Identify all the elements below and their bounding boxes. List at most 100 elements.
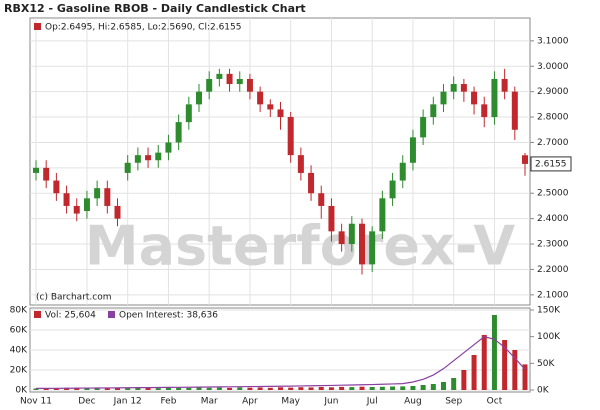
volume-bar [339,386,345,390]
volume-bar [451,378,457,390]
candle-body [236,78,243,85]
volume-bar [206,387,212,390]
oi-line [35,336,526,389]
candle-body [450,84,457,92]
y-tick-label: 40K [10,346,28,356]
candle-body [409,137,416,163]
x-tick-label: Mar [201,397,218,407]
candle-body [63,193,70,206]
volume-bar [512,350,518,390]
x-tick-label: Sep [445,397,462,407]
legend-swatch [108,311,115,318]
volume-bar [145,387,151,390]
candle-body [124,162,131,173]
watermark: Masterforex-V [85,215,516,278]
candle-body [348,223,355,245]
y2-tick-label: 50K [537,359,555,369]
y-tick-label: 0K [15,386,28,396]
candle-body [440,91,447,105]
volume-bar [328,387,334,390]
volume-bar [267,387,273,390]
x-tick-label: Feb [160,397,176,407]
x-tick-label: Jan 12 [113,397,142,407]
y-tick-label: 3.0000 [537,62,569,72]
legend-label: Vol: 25,604 [45,311,96,321]
candle-body [73,205,80,214]
volume-bar [410,386,416,390]
candle-body [155,152,162,161]
x-tick-label: Aug [404,397,422,407]
volume-bar [165,387,171,390]
candle-body [134,155,141,163]
volume-bar [33,388,39,390]
legend-swatch [34,311,41,318]
candle-body [420,117,427,138]
x-tick-label: Oct [487,397,503,407]
candle-body [267,104,274,110]
candle-body [471,91,478,105]
y2-tick-label: 100K [537,332,561,342]
volume-bar [318,387,324,390]
volume-bar [461,370,467,390]
volume-bar [522,364,528,390]
y-tick-label: 60K [10,326,28,336]
y-tick-label: 2.4000 [537,214,569,224]
candle-body [389,180,396,199]
volume-bar [400,386,406,390]
y-tick-label: 2.9000 [537,87,569,97]
candle-body [308,172,315,194]
candle-body [175,122,182,143]
candle-body [216,73,223,79]
last-price-box [530,156,572,172]
x-tick-label: Nov 11 [20,397,52,407]
y2-tick-label: 0K [537,386,550,396]
candle-body [297,155,304,173]
candle-body [114,205,121,219]
candle-body [226,73,233,85]
volume-bar [420,385,426,390]
candle-body [318,193,325,206]
candle-body [359,223,365,265]
volume-bar [369,387,375,390]
y-tick-label: 2.7000 [537,138,569,148]
volume-bar [491,315,497,390]
volume-bar [257,387,263,390]
candle-body [501,78,508,92]
candle-body [460,84,467,92]
y-tick-label: 2.3000 [537,240,569,250]
y-tick-label: 2.8000 [537,113,569,123]
volume-bar [441,382,446,390]
volume-bar [176,387,182,390]
ohlc-text: Op:2.6495, Hi:2.6585, Lo:2.5690, Cl:2.61… [45,23,241,33]
volume-bar [186,388,192,390]
candle-body [165,142,172,153]
volume-bar [278,387,283,390]
volume-bar [196,387,202,390]
y-tick-label: 2.1000 [537,290,569,300]
volume-bar [502,340,508,390]
candle-body [246,78,253,92]
volume-bar [135,388,141,390]
volume-bar [471,355,477,390]
legend-swatch [34,23,41,30]
volume-bar [288,387,294,390]
candle-body [277,109,284,118]
candle-body [379,198,386,232]
y-tick-label: 20K [10,366,28,376]
volume-bar [64,387,70,390]
volume-bar [227,387,233,390]
candle-body [196,91,202,105]
candle-body [185,104,192,123]
candle-body [430,104,437,118]
candle-body [287,117,294,156]
candle-body [104,188,111,206]
volume-bar [379,386,385,390]
volume-bar [115,387,120,390]
volume-bar [43,388,49,390]
y-tick-label: 3.1000 [537,36,569,46]
legend-label: Open Interest: 38,636 [119,311,218,321]
candle-body [206,78,213,92]
candle-body [481,104,488,118]
volume-bar [104,388,110,390]
